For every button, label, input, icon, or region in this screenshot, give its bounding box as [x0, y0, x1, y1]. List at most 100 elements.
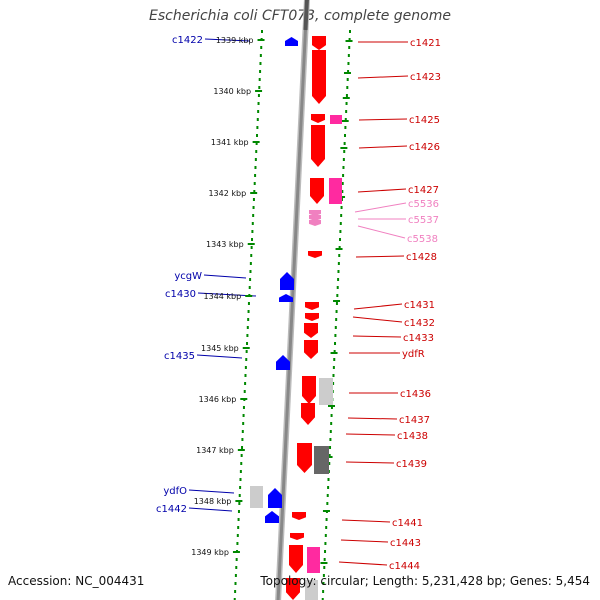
left-track-dot — [252, 198, 255, 201]
grey-gene-block — [319, 378, 333, 405]
left-track-dot — [234, 590, 237, 593]
left-track-dot — [258, 86, 261, 89]
left-track-dot — [245, 350, 248, 353]
right-track-tick — [335, 248, 343, 250]
right-track-tick — [330, 352, 338, 354]
forward-gene-arrow — [302, 376, 316, 404]
right-track-tick — [345, 40, 353, 42]
leader-line — [357, 225, 406, 239]
left-track-dot — [256, 118, 259, 121]
kbp-tick-label: 1348 kbp — [194, 497, 232, 506]
left-track-dot — [235, 558, 238, 561]
forward-gene-arrow — [308, 251, 322, 258]
right-track-dot — [322, 590, 325, 593]
leader-line — [357, 188, 407, 193]
left-track-dot — [245, 358, 248, 361]
right-track-dot — [335, 318, 338, 321]
left-track-dot — [244, 382, 247, 385]
left-track-dot — [241, 446, 244, 449]
left-track-dot — [254, 158, 257, 161]
right-track-tick — [320, 562, 328, 564]
light-gene-chevron — [309, 210, 321, 216]
left-track-dot — [258, 78, 261, 81]
kbp-tick-label: 1341 kbp — [211, 138, 249, 147]
left-track-dot — [240, 454, 243, 457]
left-track-dot — [255, 150, 258, 153]
right-track-dot — [344, 126, 347, 129]
right-track-dot — [324, 550, 327, 553]
right-track-dot — [335, 302, 338, 305]
right-track-dot — [330, 414, 333, 417]
leader-line — [196, 354, 243, 359]
right-track-dot — [344, 118, 347, 121]
left-track-dot — [244, 374, 247, 377]
leader-line — [188, 507, 233, 512]
leader-line — [354, 202, 407, 213]
gene-label-right: c1439 — [396, 459, 427, 470]
left-track-dot — [251, 222, 254, 225]
grey-gene-block — [314, 446, 329, 474]
pseudo-gene-block — [329, 178, 342, 204]
right-track-dot — [323, 558, 326, 561]
left-track-dot — [255, 142, 258, 145]
right-track-dot — [346, 86, 349, 89]
left-track-dot — [252, 214, 255, 217]
left-track-dot — [250, 246, 253, 249]
right-track-tick — [342, 97, 350, 99]
left-track-dot — [238, 502, 241, 505]
right-track-dot — [338, 254, 341, 257]
leader-line — [345, 433, 396, 436]
left-track-dot — [237, 518, 240, 521]
right-track-tick — [341, 120, 349, 122]
left-track-dot — [261, 30, 263, 33]
left-track-dot — [234, 582, 237, 585]
accession-label: Accession: NC_004431 — [8, 574, 145, 588]
left-track-dot — [237, 526, 240, 529]
kbp-tick-label: 1347 kbp — [196, 446, 234, 455]
leader-line — [203, 274, 247, 279]
right-track-dot — [325, 518, 328, 521]
gene-label-left: c1442 — [156, 504, 187, 515]
grey-gene-block — [250, 486, 263, 508]
right-track-dot — [340, 214, 343, 217]
forward-gene-arrow — [311, 125, 325, 167]
left-track-dot — [239, 470, 242, 473]
right-track-dot — [348, 38, 351, 41]
gene-label-right: c1438 — [397, 431, 428, 442]
left-track-dot — [246, 326, 249, 329]
left-track-dot — [259, 54, 262, 57]
forward-gene-arrow — [292, 512, 306, 520]
kbp-tick-label: 1340 kbp — [213, 87, 251, 96]
right-track-dot — [332, 374, 335, 377]
kbp-tick — [232, 551, 240, 553]
right-track-dot — [342, 166, 345, 169]
left-track-dot — [238, 494, 241, 497]
gene-label-left: c1435 — [164, 351, 195, 362]
left-track-dot — [254, 166, 257, 169]
right-track-dot — [330, 422, 333, 425]
left-track-dot — [241, 430, 244, 433]
right-track-dot — [326, 494, 329, 497]
right-track-dot — [347, 54, 350, 57]
left-track-dot — [256, 126, 259, 129]
right-track-dot — [328, 462, 331, 465]
pseudo-gene-block — [307, 547, 320, 573]
right-track-dot — [326, 502, 329, 505]
left-track-dot — [249, 262, 252, 265]
right-track-dot — [339, 222, 342, 225]
right-track-dot — [334, 334, 337, 337]
leader-line — [347, 417, 398, 420]
leader-line — [352, 316, 403, 323]
kbp-tick — [252, 141, 260, 143]
forward-gene-arrow — [310, 178, 324, 204]
reverse-gene-arrow — [268, 488, 282, 508]
forward-gene-arrow — [311, 114, 325, 123]
left-track-dot — [244, 366, 247, 369]
right-track-dot — [345, 102, 348, 105]
left-track-dot — [248, 286, 251, 289]
gene-label-left: c1430 — [165, 289, 196, 300]
forward-gene-arrow — [286, 578, 300, 600]
gene-label-right: c1426 — [409, 142, 440, 153]
leader-line — [357, 75, 409, 79]
